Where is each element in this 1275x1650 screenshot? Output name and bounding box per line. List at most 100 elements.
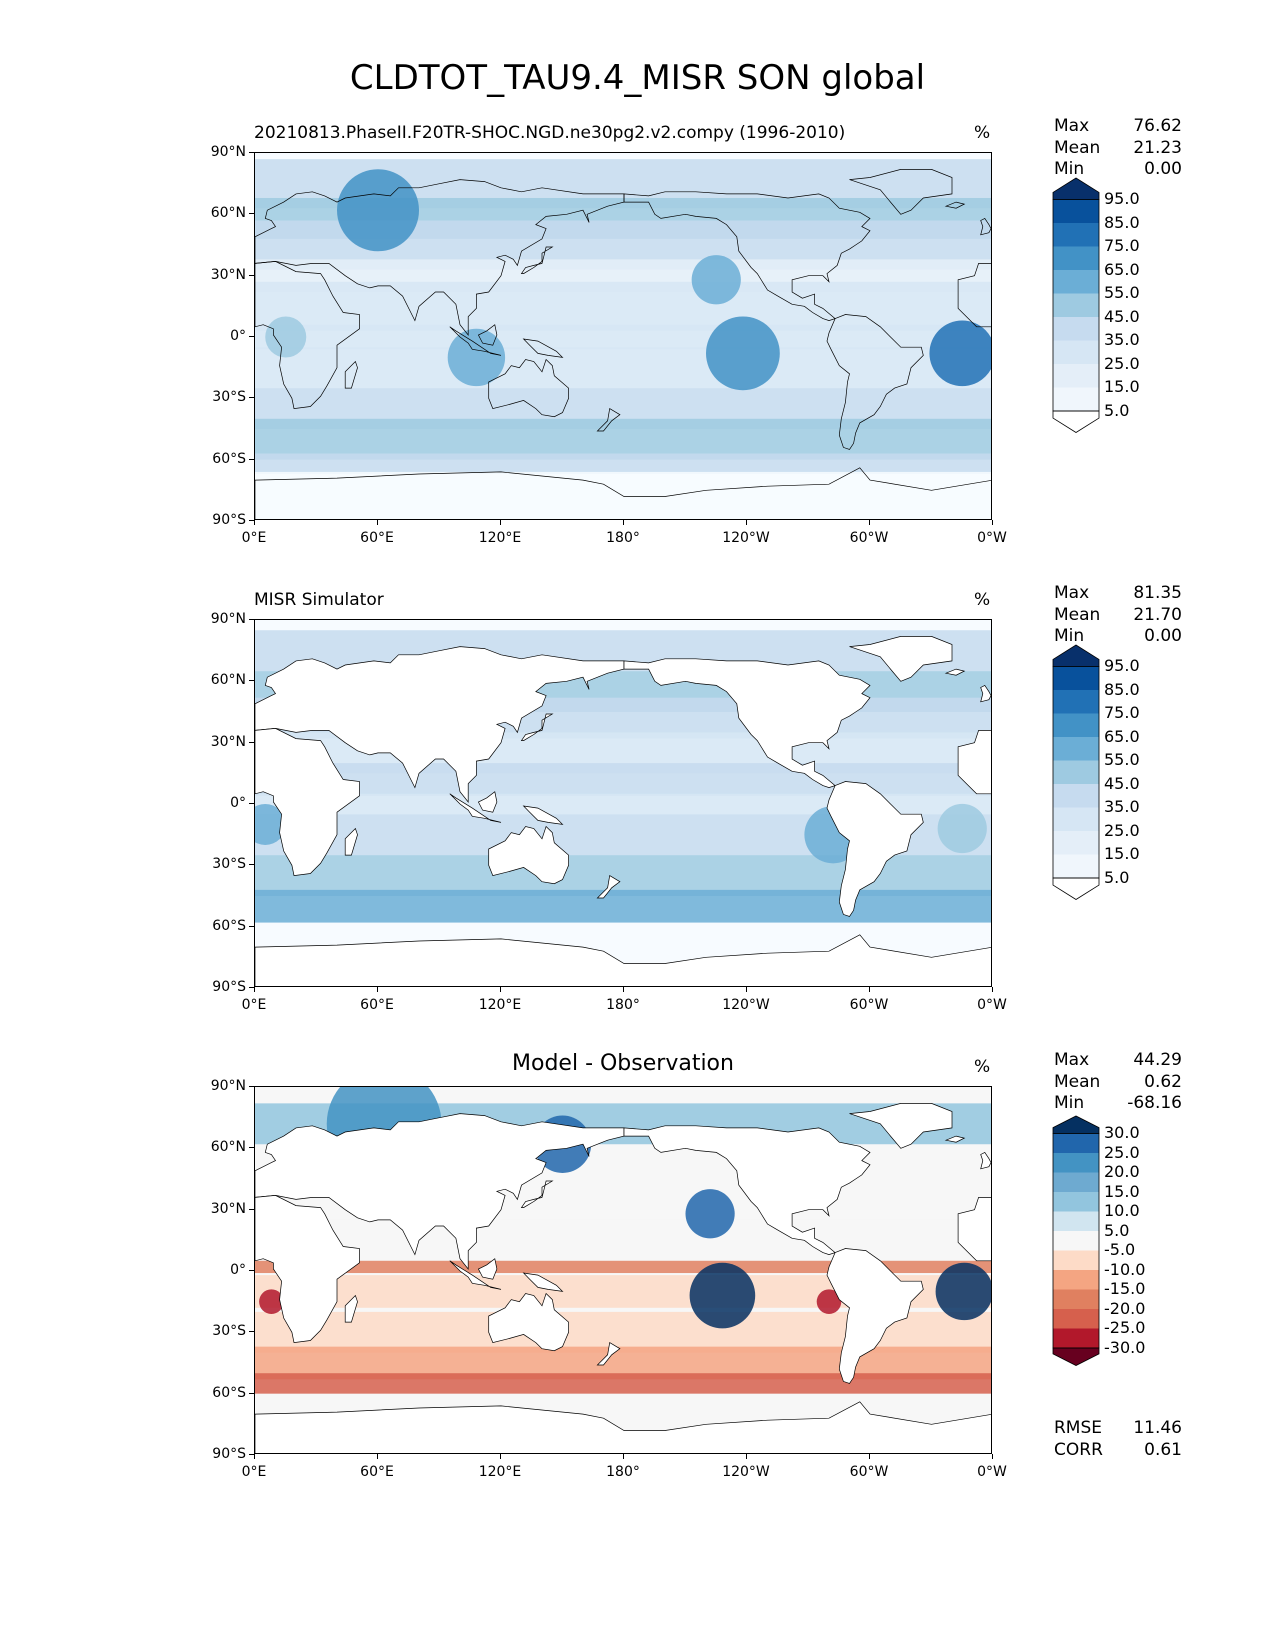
- cloud-anomaly: [447, 328, 506, 387]
- coastline-japan: [520, 1180, 554, 1208]
- coastline-nz: [596, 875, 621, 899]
- lon-tick-label: 60°E: [360, 530, 394, 546]
- coastline-indonesia: [449, 793, 502, 823]
- stats-extra-diff: RMSE 11.46 CORR 0.61: [1054, 1418, 1182, 1461]
- colorbar-segment: [1053, 830, 1099, 854]
- lon-tick-label: 120°E: [478, 1464, 522, 1480]
- colorbar-extend-bottom: [1052, 1347, 1100, 1366]
- lon-tick-mark: [869, 520, 870, 525]
- lat-tick-label: 90°S: [212, 979, 246, 995]
- lon-tick-mark: [377, 987, 378, 992]
- lon-tick-label: 120°E: [478, 530, 522, 546]
- panel-unit-model: %: [974, 123, 991, 143]
- colorbar-diff: [1052, 1115, 1100, 1366]
- cloud-anomaly: [685, 1189, 735, 1239]
- lat-tick-label: 0°: [230, 1262, 246, 1278]
- stats-box-diff: Max 44.29 Mean 0.62 Min -68.16: [1054, 1050, 1182, 1115]
- stat-label: Max: [1054, 583, 1090, 603]
- lat-tick-label: 90°N: [210, 611, 246, 627]
- lon-tick-mark: [746, 987, 747, 992]
- lat-tick-label: 60°N: [210, 1139, 246, 1156]
- lat-tick-mark: [249, 1208, 254, 1210]
- lon-tick-mark: [500, 987, 501, 992]
- colorbar-tick-label: 30.0: [1104, 1123, 1140, 1142]
- colorbar-tick-label: -25.0: [1104, 1318, 1146, 1337]
- colorbar-frame: [1052, 198, 1100, 411]
- colorbar-segment: [1053, 854, 1099, 878]
- lat-tick-mark: [249, 680, 254, 682]
- coastline-indonesia: [449, 1260, 502, 1290]
- colorbar-segment: [1053, 199, 1099, 223]
- map-canvas-diff: [255, 1087, 991, 1453]
- lon-tick-label: 60°W: [849, 1464, 889, 1480]
- coastline-iceland: [944, 1135, 966, 1143]
- stat-label: Max: [1054, 116, 1090, 136]
- colorbar-tick-label: 85.0: [1104, 212, 1140, 232]
- lon-tick-label: 180°: [606, 997, 640, 1013]
- colorbar-tick-label: 10.0: [1104, 1201, 1140, 1220]
- lon-tick-label: 0°W: [977, 1464, 1007, 1480]
- coastline-europe_asia: [255, 646, 625, 804]
- lat-tick-mark: [249, 987, 254, 988]
- lon-tick-mark: [992, 520, 993, 525]
- coastline-madagascar: [344, 1294, 358, 1323]
- stat-label: Min: [1054, 159, 1085, 179]
- lat-tick-mark: [249, 741, 254, 743]
- cloud-band: [255, 793, 991, 815]
- lon-tick-label: 0°W: [977, 997, 1007, 1013]
- lon-tick-label: 180°: [606, 530, 640, 546]
- colorbar-tick-label: 25.0: [1104, 1142, 1140, 1162]
- coastline-greenland: [849, 636, 953, 682]
- colorbar-extend-top: [1052, 177, 1100, 200]
- stat-value: -68.16: [1127, 1093, 1182, 1113]
- colorbar-extend-top: [1052, 644, 1100, 667]
- lon-tick-label: 60°W: [849, 530, 889, 546]
- stat-max: Max 76.62: [1054, 116, 1182, 138]
- coastline-n_america: [623, 1125, 871, 1255]
- stat-max: Max 44.29: [1054, 1050, 1182, 1072]
- lon-tick-label: 180°: [606, 1464, 640, 1480]
- lat-tick-mark: [249, 925, 254, 927]
- colorbar-tick-label: 65.0: [1104, 259, 1140, 279]
- stat-label: Max: [1054, 1050, 1090, 1070]
- lon-tick-mark: [623, 1454, 624, 1459]
- coastline-borneo: [477, 791, 498, 813]
- stat-label: RMSE: [1054, 1418, 1103, 1438]
- coastline-madagascar: [344, 827, 358, 856]
- coastline-uk: [980, 684, 991, 703]
- lat-tick-mark: [249, 213, 254, 215]
- colorbar-segment: [1053, 1289, 1099, 1309]
- colorbar-tick-label: 85.0: [1104, 679, 1140, 699]
- lat-tick-mark: [249, 619, 254, 620]
- figure-title: CLDTOT_TAU9.4_MISR SON global: [349, 58, 926, 98]
- lon-tick-mark: [623, 520, 624, 525]
- coastline-africa: [255, 728, 360, 876]
- coastline-s_america: [826, 781, 924, 917]
- colorbar-tick-label: 5.0: [1104, 867, 1130, 887]
- map-obs: [254, 619, 992, 987]
- stat-min: Min -68.16: [1054, 1093, 1182, 1115]
- colorbar-tick-label: 65.0: [1104, 726, 1140, 746]
- lat-tick-label: 30°S: [212, 856, 246, 873]
- lon-tick-label: 120°E: [478, 997, 522, 1013]
- lon-tick-mark: [746, 1454, 747, 1459]
- cloud-anomaly: [337, 169, 419, 252]
- coastline-australia: [488, 358, 569, 418]
- lat-tick-mark: [249, 1331, 254, 1333]
- cloud-anomaly: [691, 255, 741, 305]
- colorbar-segment: [1053, 713, 1099, 737]
- lat-tick-mark: [249, 397, 254, 399]
- lat-tick-label: 30°N: [210, 1200, 246, 1217]
- stat-rmse: RMSE 11.46: [1054, 1418, 1182, 1440]
- colorbar-tick-label: 15.0: [1104, 844, 1140, 863]
- colorbar-tick-label: 45.0: [1104, 306, 1140, 326]
- lon-tick-mark: [254, 520, 255, 525]
- lat-tick-label: 60°S: [212, 1384, 246, 1401]
- colorbar-segment: [1053, 666, 1099, 690]
- colorbar-tick-label: 95.0: [1104, 189, 1140, 208]
- stat-label: Mean: [1054, 1071, 1101, 1092]
- colorbar-wrap-model: [1052, 175, 1100, 440]
- cloud-anomaly: [689, 1262, 756, 1329]
- lat-tick-label: 0°: [230, 795, 246, 811]
- map-canvas-obs: [255, 620, 991, 986]
